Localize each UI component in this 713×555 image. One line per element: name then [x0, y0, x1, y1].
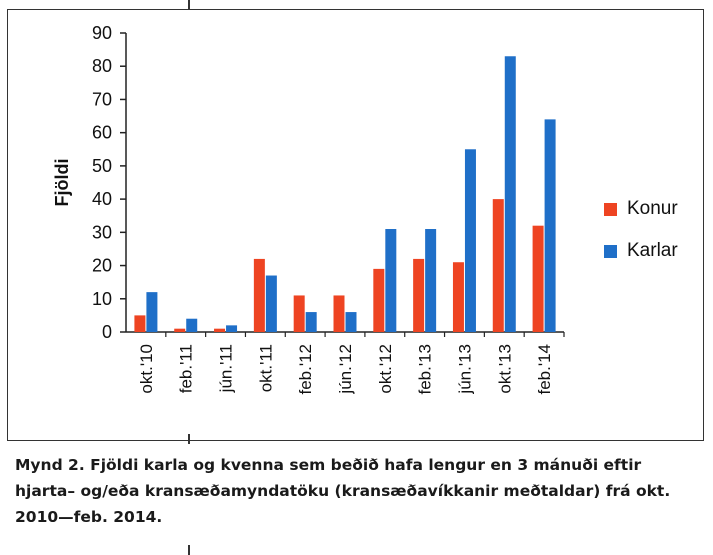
y-tick-label: 70 — [92, 89, 112, 109]
y-tick-label: 30 — [92, 222, 112, 242]
legend-label-karlar: Karlar — [627, 240, 678, 261]
bottom-tick-mark — [188, 545, 190, 555]
y-tick-label: 60 — [92, 123, 112, 143]
y-tick-label: 50 — [92, 156, 112, 176]
x-tick-label: jún.'12 — [336, 344, 355, 395]
x-tick-label: jún.'13 — [455, 344, 474, 395]
legend-swatch-karlar — [604, 244, 617, 258]
legend-item-karlar: Karlar — [604, 240, 678, 262]
x-tick-label: feb.'12 — [296, 344, 315, 395]
x-tick-label: feb.'13 — [416, 344, 435, 395]
x-tick-label: feb.'14 — [535, 344, 554, 395]
y-tick-label: 40 — [92, 189, 112, 209]
legend-item-konur: Konur — [604, 198, 678, 220]
bar-konur — [492, 199, 504, 332]
y-tick-label: 20 — [92, 256, 112, 276]
bar-karlar — [186, 318, 198, 332]
x-tick-label: jún.'11 — [217, 344, 236, 393]
x-tick-label: okt.'13 — [495, 344, 514, 394]
y-tick-label: 90 — [92, 23, 112, 43]
bar-karlar — [425, 229, 437, 332]
y-tick-label: 0 — [102, 322, 112, 342]
x-tick-label: feb.'11 — [177, 344, 196, 393]
middle-tick-mark — [188, 434, 190, 444]
bar-karlar — [464, 149, 476, 332]
bar-konur — [174, 328, 186, 332]
bar-konur — [134, 315, 146, 332]
bar-karlar — [544, 119, 556, 332]
y-tick-label: 80 — [92, 56, 112, 76]
top-tick-mark — [188, 0, 190, 10]
chart-frame: 0 10 20 30 40 50 60 70 80 90 Fjöldi okt.'10 feb.'11 j… — [7, 9, 704, 441]
bar-konur — [293, 295, 305, 332]
bar-karlar — [265, 275, 277, 332]
bar-konur — [452, 262, 464, 332]
bar-karlar — [226, 325, 238, 332]
legend-swatch-konur — [604, 202, 617, 216]
bar-karlar — [385, 229, 397, 332]
x-tick-label: okt.'11 — [256, 344, 275, 392]
y-axis-title: Fjöldi — [52, 159, 72, 207]
legend: Konur Karlar — [604, 198, 678, 282]
bar-konur — [253, 258, 265, 332]
x-tick-label: okt.'12 — [376, 344, 395, 394]
figure-caption: Mynd 2. Fjöldi karla og kvenna sem beðið… — [15, 456, 671, 526]
bar-karlar — [345, 312, 357, 332]
bar-konur — [214, 328, 226, 332]
bar-karlar — [146, 292, 158, 332]
y-tick-label: 10 — [92, 289, 112, 309]
bar-karlar — [305, 312, 317, 332]
bar-konur — [532, 225, 544, 332]
bar-konur — [333, 295, 345, 332]
bar-chart: 0 10 20 30 40 50 60 70 80 90 Fjöldi okt.'10 feb.'11 j… — [52, 23, 565, 395]
bar-konur — [413, 258, 425, 332]
x-tick-label: okt.'10 — [137, 344, 156, 394]
bar-konur — [373, 268, 385, 332]
bar-karlar — [504, 56, 516, 332]
legend-label-konur: Konur — [627, 198, 678, 219]
